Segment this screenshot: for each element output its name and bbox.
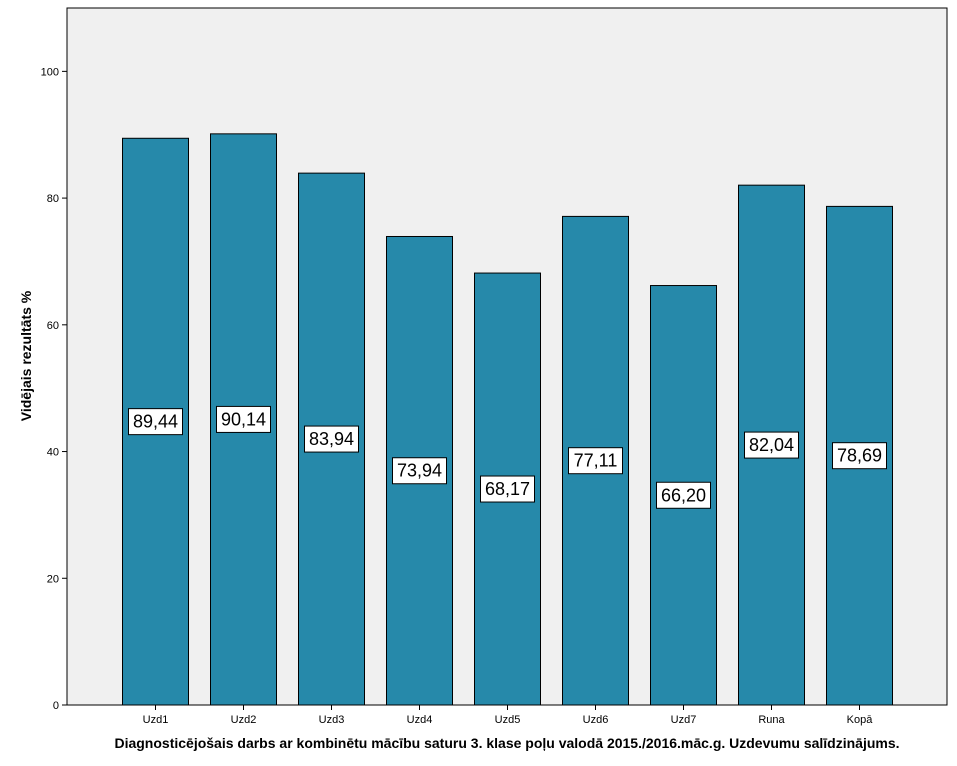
y-axis: 0 20 40 60 80 100 bbox=[41, 66, 67, 712]
data-label: 83,94 bbox=[309, 429, 354, 449]
data-label: 89,44 bbox=[133, 412, 178, 432]
data-label-box bbox=[392, 457, 447, 485]
x-tick-label: Uzd6 bbox=[583, 714, 609, 726]
y-tick-label: 60 bbox=[47, 320, 59, 332]
data-label: 73,94 bbox=[397, 461, 442, 481]
x-tick-label: Uzd5 bbox=[495, 714, 521, 726]
data-label-box bbox=[744, 431, 799, 459]
data-label: 78,69 bbox=[837, 446, 882, 466]
data-label-box bbox=[216, 405, 271, 433]
data-label-box bbox=[480, 475, 535, 503]
data-label: 66,20 bbox=[661, 485, 706, 505]
data-label-box bbox=[128, 408, 183, 436]
y-tick-label: 40 bbox=[47, 447, 59, 459]
x-tick-label: Uzd4 bbox=[407, 714, 433, 726]
x-tick-label: Runa bbox=[758, 714, 785, 726]
x-tick-label: Uzd1 bbox=[143, 714, 169, 726]
y-axis-title: Vidējais rezultāts % bbox=[18, 290, 34, 421]
x-tick-label: Kopā bbox=[847, 714, 874, 726]
y-tick-label: 100 bbox=[41, 66, 59, 78]
data-label-box bbox=[568, 447, 623, 475]
y-tick-label: 0 bbox=[53, 700, 59, 712]
x-axis: Uzd1 Uzd2 Uzd3 Uzd4 Uzd5 Uzd6 Uzd7 Runa Kopā bbox=[143, 705, 874, 726]
data-label-box bbox=[304, 425, 359, 453]
data-label-box bbox=[832, 442, 887, 470]
x-axis-title: Diagnosticējošais darbs ar kombinētu māc… bbox=[114, 735, 899, 751]
data-label: 77,11 bbox=[574, 451, 618, 471]
y-tick-label: 20 bbox=[47, 573, 59, 585]
data-label: 68,17 bbox=[485, 479, 530, 499]
x-tick-label: Uzd7 bbox=[671, 714, 697, 726]
data-label: 82,04 bbox=[749, 435, 794, 455]
x-tick-label: Uzd3 bbox=[319, 714, 345, 726]
data-label: 90,14 bbox=[221, 409, 266, 429]
y-tick-label: 80 bbox=[47, 193, 59, 205]
data-labels-layer: 89,44 90,14 83,94 73,94 68,17 77,11 66,20 82,04… bbox=[128, 405, 887, 509]
data-label-box bbox=[656, 481, 711, 509]
x-tick-label: Uzd2 bbox=[231, 714, 257, 726]
